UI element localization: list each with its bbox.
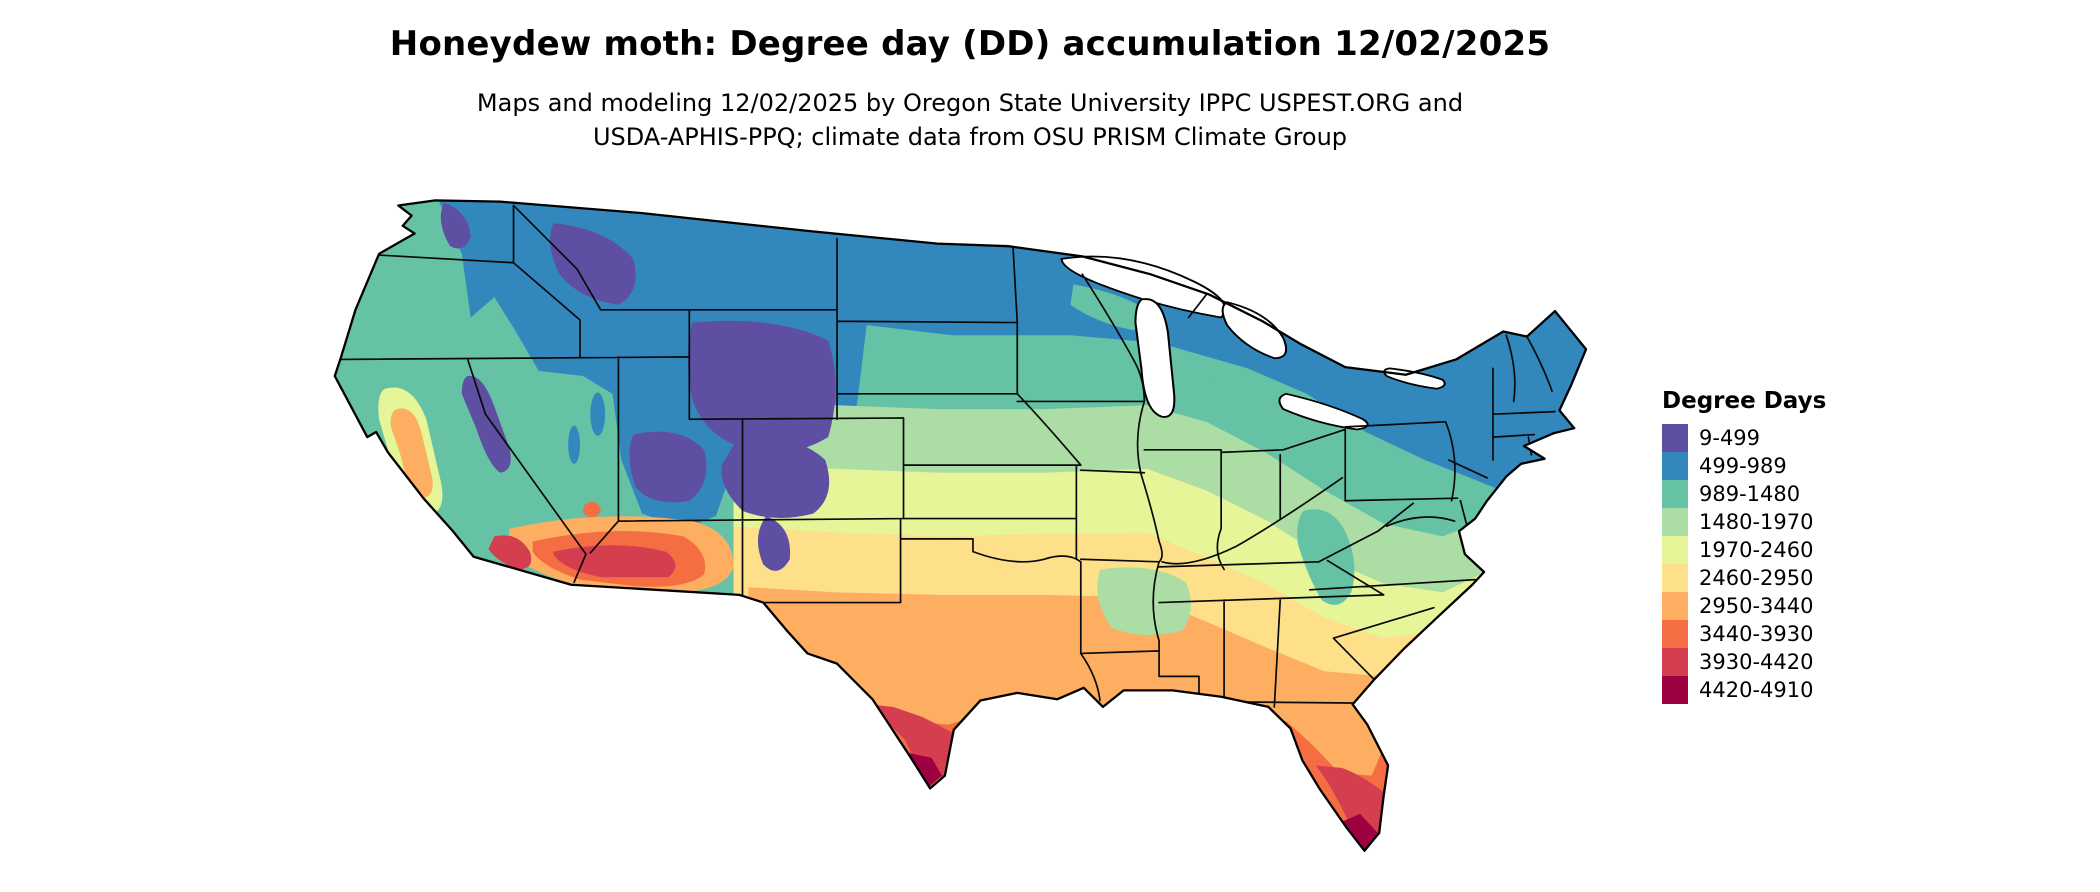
legend-swatch — [1662, 564, 1688, 592]
legend-swatch — [1662, 480, 1688, 508]
legend-label: 3440-3930 — [1699, 622, 1814, 646]
legend-label: 3930-4420 — [1699, 650, 1814, 674]
legend-entry: 499-989 — [1662, 452, 1826, 480]
map-color-fills — [334, 200, 1587, 851]
header: Honeydew moth: Degree day (DD) accumulat… — [0, 0, 1940, 154]
legend-title: Degree Days — [1662, 388, 1827, 414]
legend-swatch — [1662, 676, 1688, 704]
lake-michigan — [1134, 298, 1176, 418]
legend-entry: 989-1480 — [1662, 480, 1826, 508]
lake-huron — [1221, 301, 1288, 360]
page-title: Honeydew moth: Degree day (DD) accumulat… — [389, 24, 1551, 64]
legend-entry: 4420-4910 — [1662, 676, 1826, 704]
legend-entry: 3930-4420 — [1662, 648, 1826, 676]
legend-label: 499-989 — [1699, 454, 1787, 478]
legend-swatch — [1662, 424, 1688, 452]
legend-label: 4420-4910 — [1699, 678, 1814, 702]
legend-label: 1480-1970 — [1699, 510, 1814, 534]
state-borders — [339, 205, 1555, 706]
legend-entry: 2460-2950 — [1662, 564, 1826, 592]
lake-superior — [1060, 255, 1227, 319]
legend-swatch — [1662, 508, 1688, 536]
legend-label: 2460-2950 — [1699, 566, 1814, 590]
legend-label: 1970-2460 — [1699, 538, 1814, 562]
legend-entry: 2950-3440 — [1662, 592, 1826, 620]
legend-swatch — [1662, 536, 1688, 564]
legend-entry: 1480-1970 — [1662, 508, 1826, 536]
us-outline — [335, 200, 1586, 850]
legend: Degree Days 9-499 499-989 989-1480 1480-197… — [1662, 388, 1826, 704]
legend-swatch — [1662, 648, 1688, 676]
legend-entry: 9-499 — [1662, 424, 1826, 452]
subtitle-line-2: USDA-APHIS-PPQ; climate data from OSU PR… — [592, 123, 1348, 151]
legend-entry: 1970-2460 — [1662, 536, 1826, 564]
legend-entry: 3440-3930 — [1662, 620, 1826, 648]
legend-swatch — [1662, 452, 1688, 480]
page-subtitle: Maps and modeling 12/02/2025 by Oregon S… — [0, 86, 1940, 154]
legend-label: 9-499 — [1699, 426, 1761, 450]
legend-label: 989-1480 — [1699, 482, 1801, 506]
us-degree-day-map — [320, 180, 1620, 880]
legend-swatch — [1662, 620, 1688, 648]
us-map-svg — [320, 180, 1620, 880]
legend-entries: 9-499 499-989 989-1480 1480-1970 1970-2460 24… — [1662, 424, 1826, 704]
lake-erie — [1278, 392, 1369, 431]
great-lakes — [1060, 255, 1446, 431]
legend-label: 2950-3440 — [1699, 594, 1814, 618]
subtitle-line-1: Maps and modeling 12/02/2025 by Oregon S… — [476, 89, 1464, 117]
legend-swatch — [1662, 592, 1688, 620]
